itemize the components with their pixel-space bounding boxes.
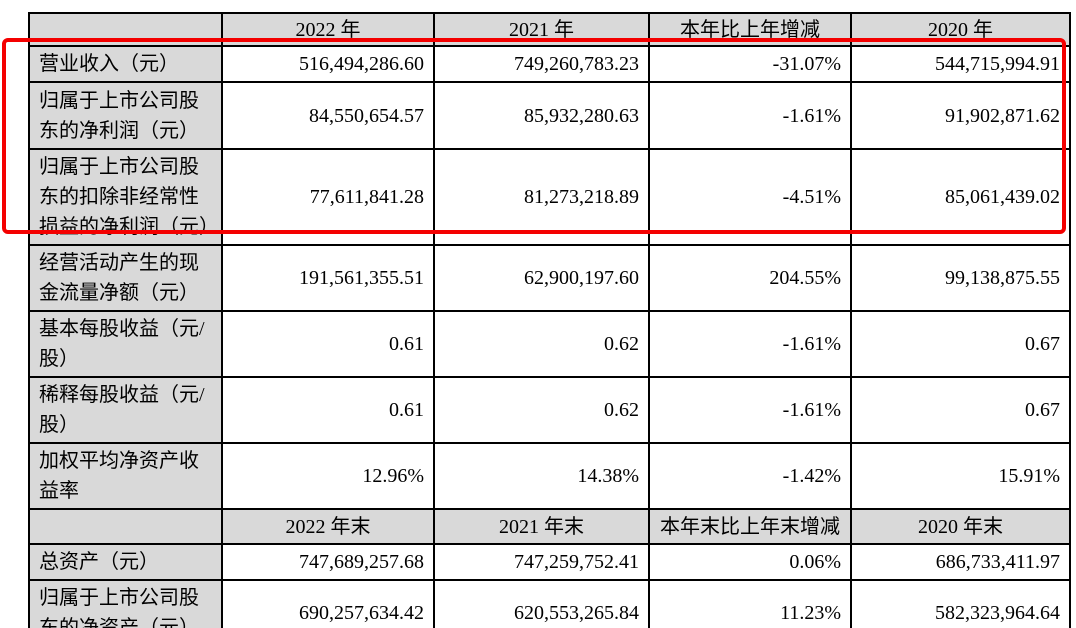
cell-change: 0.06% [648, 543, 852, 581]
cell-change: -1.42% [648, 442, 852, 510]
cell-change: -1.61% [648, 310, 852, 378]
cell-2022: 516,494,286.60 [221, 45, 435, 83]
cell-2022: 0.61 [221, 376, 435, 444]
cell-2021: 85,932,280.63 [433, 81, 650, 150]
header-2020-end: 2020 年末 [850, 508, 1071, 545]
header-2021-end: 2021 年末 [433, 508, 650, 545]
header-yearend-change: 本年末比上年末增减 [648, 508, 852, 545]
cell-2021: 747,259,752.41 [433, 543, 650, 581]
header-2022: 2022 年 [221, 12, 435, 47]
table-row-weighted-roe: 加权平均净资产收益率 12.96% 14.38% -1.42% 15.91% [28, 442, 1071, 510]
cell-2021: 0.62 [433, 376, 650, 444]
row-label: 加权平均净资产收益率 [28, 442, 223, 510]
table-row-diluted-eps: 稀释每股收益（元/股） 0.61 0.62 -1.61% 0.67 [28, 376, 1071, 444]
cell-change: -1.61% [648, 376, 852, 444]
row-label: 稀释每股收益（元/股） [28, 376, 223, 444]
row-label: 归属于上市公司股东的净资产（元） [28, 579, 223, 628]
row-label: 归属于上市公司股东的扣除非经常性损益的净利润（元） [28, 148, 223, 246]
table-row-net-profit: 归属于上市公司股东的净利润（元） 84,550,654.57 85,932,28… [28, 81, 1071, 150]
table-row-net-assets: 归属于上市公司股东的净资产（元） 690,257,634.42 620,553,… [28, 579, 1071, 628]
cell-2020: 0.67 [850, 310, 1071, 378]
header-blank [28, 12, 223, 47]
cell-2020: 686,733,411.97 [850, 543, 1071, 581]
table-row-net-profit-excl-nonrecurring: 归属于上市公司股东的扣除非经常性损益的净利润（元） 77,611,841.28 … [28, 148, 1071, 246]
cell-2022: 12.96% [221, 442, 435, 510]
header-2022-end: 2022 年末 [221, 508, 435, 545]
cell-2022: 690,257,634.42 [221, 579, 435, 628]
cell-2020: 99,138,875.55 [850, 244, 1071, 312]
cell-2020: 15.91% [850, 442, 1071, 510]
table-header-yearend: 2022 年末 2021 年末 本年末比上年末增减 2020 年末 [28, 508, 1071, 545]
cell-2020: 85,061,439.02 [850, 148, 1071, 246]
cell-2020: 582,323,964.64 [850, 579, 1071, 628]
row-label: 总资产（元） [28, 543, 223, 581]
cell-2021: 0.62 [433, 310, 650, 378]
row-label: 归属于上市公司股东的净利润（元） [28, 81, 223, 150]
cell-change: -4.51% [648, 148, 852, 246]
cell-2020: 544,715,994.91 [850, 45, 1071, 83]
row-label: 营业收入（元） [28, 45, 223, 83]
table-header-period: 2022 年 2021 年 本年比上年增减 2020 年 [28, 12, 1071, 47]
cell-change: -31.07% [648, 45, 852, 83]
header-2020: 2020 年 [850, 12, 1071, 47]
cell-2022: 191,561,355.51 [221, 244, 435, 312]
cell-2021: 14.38% [433, 442, 650, 510]
cell-2022: 84,550,654.57 [221, 81, 435, 150]
cell-2022: 747,689,257.68 [221, 543, 435, 581]
cell-2021: 749,260,783.23 [433, 45, 650, 83]
cell-change: -1.61% [648, 81, 852, 150]
cell-2022: 0.61 [221, 310, 435, 378]
cell-2022: 77,611,841.28 [221, 148, 435, 246]
header-2021: 2021 年 [433, 12, 650, 47]
cell-2020: 91,902,871.62 [850, 81, 1071, 150]
cell-change: 204.55% [648, 244, 852, 312]
cell-2020: 0.67 [850, 376, 1071, 444]
row-label: 经营活动产生的现金流量净额（元） [28, 244, 223, 312]
cell-2021: 81,273,218.89 [433, 148, 650, 246]
table-row-basic-eps: 基本每股收益（元/股） 0.61 0.62 -1.61% 0.67 [28, 310, 1071, 378]
key-financials-table: 2022 年 2021 年 本年比上年增减 2020 年 营业收入（元） 516… [28, 12, 1071, 628]
header-change: 本年比上年增减 [648, 12, 852, 47]
cell-change: 11.23% [648, 579, 852, 628]
table-row-revenue: 营业收入（元） 516,494,286.60 749,260,783.23 -3… [28, 45, 1071, 83]
header-blank [28, 508, 223, 545]
table-row-operating-cash-flow: 经营活动产生的现金流量净额（元） 191,561,355.51 62,900,1… [28, 244, 1071, 312]
cell-2021: 62,900,197.60 [433, 244, 650, 312]
table-row-total-assets: 总资产（元） 747,689,257.68 747,259,752.41 0.0… [28, 543, 1071, 581]
row-label: 基本每股收益（元/股） [28, 310, 223, 378]
cell-2021: 620,553,265.84 [433, 579, 650, 628]
